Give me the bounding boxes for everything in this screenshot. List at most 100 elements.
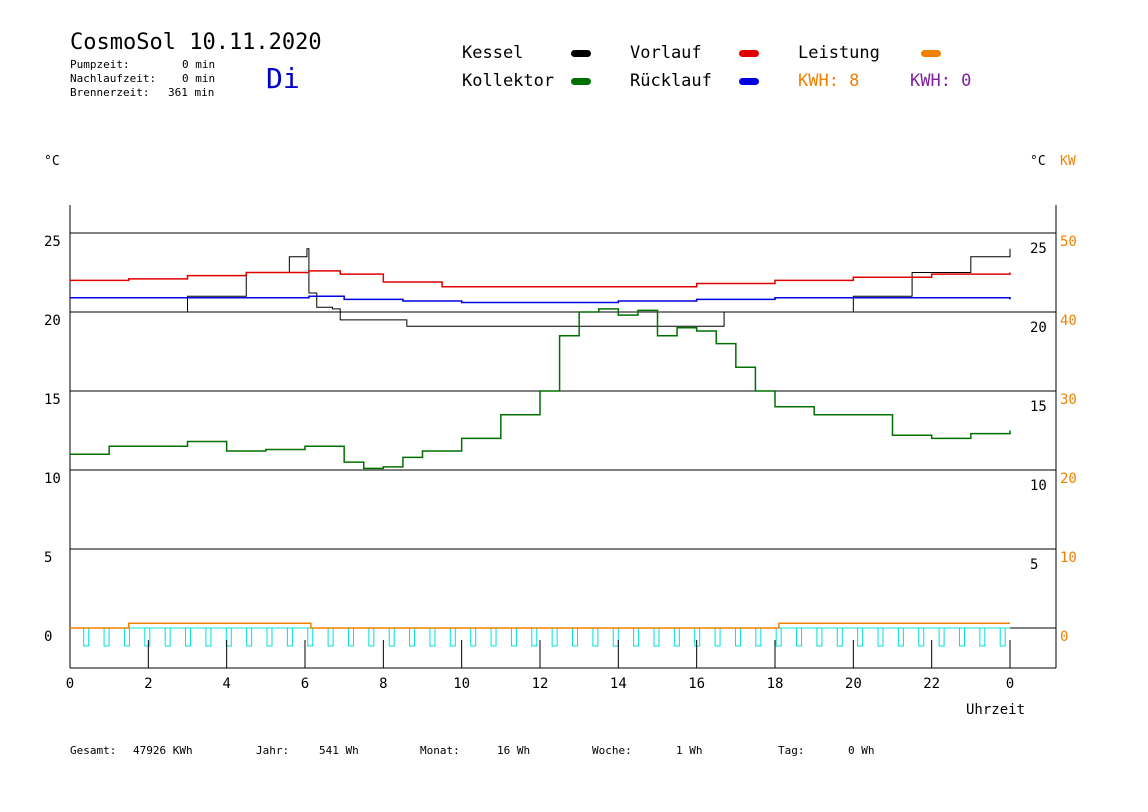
legend-kessel-swatch [571, 50, 591, 57]
pump-pulse [185, 627, 192, 647]
x-tick-label: 6 [301, 676, 309, 692]
legend-kwh-solar: KWH: 8 [798, 71, 860, 91]
pump-pulse [938, 627, 945, 647]
kw-tick: 30 [1060, 392, 1077, 408]
pump-time-label: Pumpzeit: [70, 58, 130, 71]
pump-pulse [796, 627, 803, 647]
pump-pulse [612, 627, 619, 647]
pump-pulse [918, 627, 925, 647]
x-tick-label: 20 [845, 676, 862, 692]
pump-pulse [958, 627, 965, 647]
legend-vorlauf-swatch [739, 50, 759, 57]
pump-pulse [572, 627, 579, 647]
pump-pulse [266, 627, 273, 647]
footer-woche-value: 1 Wh [676, 744, 703, 757]
pump-pulse [368, 627, 375, 647]
y-tick-left: 0 [44, 629, 52, 645]
pump-pulse [775, 627, 782, 647]
x-tick-label: 16 [688, 676, 705, 692]
series-leistung [70, 622, 1010, 629]
footer-tag-label: Tag: [778, 744, 805, 757]
pump-pulse [653, 627, 660, 647]
x-tick-label: 14 [610, 676, 627, 692]
pump-pulse [144, 627, 151, 647]
kw-tick: 0 [1060, 629, 1068, 645]
pump-pulse [816, 627, 823, 647]
pump-pulse [510, 627, 517, 647]
pump-pulse [83, 627, 90, 647]
pump-pulse [409, 627, 416, 647]
y-tick-left: 20 [44, 313, 61, 329]
pump-pulse [633, 627, 640, 647]
pump-pulse [877, 627, 884, 647]
kw-tick: 20 [1060, 471, 1077, 487]
pump-pulse [755, 627, 762, 647]
series-kollektor [70, 308, 1011, 470]
pump-pulse [551, 627, 558, 647]
pump-pulse [897, 627, 904, 647]
kw-unit-label: KW [1060, 154, 1076, 169]
footer-gesamt-value: 47926 KWh [133, 744, 193, 757]
y-tick-right: 20 [1030, 320, 1047, 336]
pump-pulse [836, 627, 843, 647]
pump-pulse [694, 627, 701, 647]
pump-pulse [307, 627, 314, 647]
y-tick-right: 10 [1030, 478, 1047, 494]
x-tick-label: 10 [453, 676, 470, 692]
pump-pulse [123, 627, 130, 647]
brenner-time-value: 361 min [168, 86, 215, 99]
nachlauf-time-value: 0 min [182, 72, 216, 85]
pump-pulse [205, 627, 212, 647]
pump-pulse [246, 627, 253, 647]
footer-jahr-value: 541 Wh [319, 744, 359, 757]
pump-pulse [734, 627, 741, 647]
legend-vorlauf-label: Vorlauf [630, 43, 702, 63]
legend-kollektor-swatch [571, 78, 591, 85]
pump-pulse [673, 627, 680, 647]
pump-pulse [429, 627, 436, 647]
pump-pulse [714, 627, 721, 647]
pump-pulse [388, 627, 395, 647]
series-kessel [70, 248, 1011, 327]
y-tick-left: 15 [44, 392, 61, 408]
kw-tick: 40 [1060, 313, 1077, 329]
y-tick-right: 5 [1030, 557, 1038, 573]
kw-tick: 50 [1060, 234, 1077, 250]
y-tick-right: 25 [1030, 241, 1047, 257]
legend-ruecklauf-swatch [739, 78, 759, 85]
legend-leistung-label: Leistung [798, 43, 880, 63]
pump-pulse [449, 627, 456, 647]
left-unit-label: °C [44, 154, 60, 169]
pump-pulse [979, 627, 986, 647]
pump-pulse [286, 627, 293, 647]
y-tick-left: 10 [44, 471, 61, 487]
y-tick-left: 25 [44, 234, 61, 250]
x-tick-label: 22 [923, 676, 940, 692]
footer-woche-label: Woche: [592, 744, 632, 757]
footer-jahr-label: Jahr: [256, 744, 290, 757]
chart-ticks: 0 0 5 10 10 20 15 30 20 40 25 50 5 10 15 20 25 0 2 4 6 8 10 12 1… [44, 234, 1077, 692]
brenner-time-label: Brennerzeit: [70, 86, 150, 99]
x-tick-label: 2 [144, 676, 152, 692]
pump-pulse [592, 627, 599, 647]
footer-monat-value: 16 Wh [497, 744, 531, 757]
right-unit-label: °C [1030, 154, 1046, 169]
pump-pulse [164, 627, 171, 647]
series-ruecklauf [70, 295, 1011, 304]
pump-time-value: 0 min [182, 58, 216, 71]
x-tick-label: 12 [532, 676, 549, 692]
pump-pulse [857, 627, 864, 647]
pump-pulse [490, 627, 497, 647]
x-axis-label: Uhrzeit [966, 702, 1026, 718]
x-tick-label: 18 [767, 676, 784, 692]
nachlauf-time-label: Nachlaufzeit: [70, 72, 157, 85]
pump-pulse [103, 627, 110, 647]
kw-tick: 10 [1060, 550, 1077, 566]
pump-pulse [531, 627, 538, 647]
series-vorlauf [70, 270, 1011, 288]
legend-kollektor-label: Kollektor [462, 71, 555, 91]
chart-grid [69, 205, 1057, 669]
legend-ruecklauf-label: Rücklauf [630, 71, 712, 91]
pump-pulse [470, 627, 477, 647]
